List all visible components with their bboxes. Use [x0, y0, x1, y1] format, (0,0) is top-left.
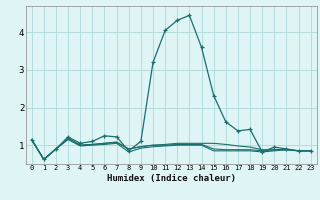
X-axis label: Humidex (Indice chaleur): Humidex (Indice chaleur)	[107, 174, 236, 183]
